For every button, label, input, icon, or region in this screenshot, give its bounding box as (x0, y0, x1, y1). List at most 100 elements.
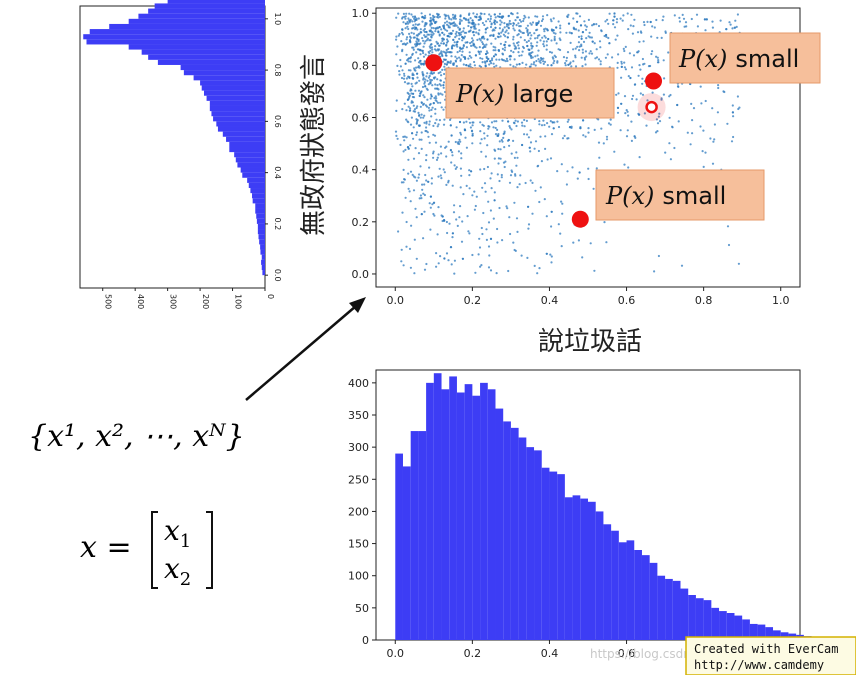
scatter-point (606, 53, 609, 56)
scatter-point (406, 36, 409, 39)
scatter-point (436, 84, 439, 87)
scatter-point (725, 28, 728, 31)
scatter-x-tick-label: 0.6 (618, 294, 636, 307)
scatter-point (493, 65, 496, 68)
scatter-point (461, 220, 464, 223)
scatter-point (455, 24, 458, 27)
scatter-point (429, 46, 432, 50)
scatter-point (529, 55, 532, 58)
scatter-point (424, 35, 427, 39)
scatter-point (489, 60, 492, 63)
scatter-point (440, 152, 443, 155)
scatter-point (428, 13, 432, 16)
scatter-point (593, 42, 596, 45)
scatter-point (732, 135, 735, 139)
bottom-hist-bar (734, 615, 743, 640)
scatter-point (550, 225, 553, 228)
scatter-point (481, 61, 484, 64)
scatter-point (404, 196, 407, 199)
scatter-point (446, 61, 449, 64)
scatter-point (423, 121, 426, 124)
scatter-point (526, 24, 530, 27)
scatter-point (522, 19, 525, 23)
scatter-point (422, 62, 425, 65)
scatter-point (680, 264, 684, 267)
scatter-point (407, 172, 410, 175)
scatter-point (428, 109, 431, 112)
scatter-point (619, 129, 622, 132)
left-x-tick-label: 200 (201, 294, 210, 309)
scatter-point (487, 127, 490, 130)
scatter-point (426, 37, 429, 40)
scatter-point (479, 130, 482, 133)
scatter-point (542, 57, 545, 60)
scatter-point (578, 15, 582, 18)
scatter-point (606, 18, 609, 21)
scatter-point (417, 124, 420, 127)
scatter-point (493, 21, 496, 24)
scatter-point (511, 139, 515, 142)
scatter-point (509, 22, 512, 25)
scatter-point (657, 61, 660, 64)
scatter-point (572, 241, 575, 244)
scatter-point (630, 66, 634, 69)
scatter-point (436, 233, 439, 236)
callout-large: P(x) large (445, 67, 615, 119)
scatter-point (471, 132, 474, 135)
scatter-point (446, 231, 449, 235)
scatter-point (426, 33, 429, 36)
scatter-point (667, 51, 670, 54)
scatter-point (407, 60, 410, 63)
scatter-point (608, 42, 611, 45)
scatter-point (527, 34, 530, 37)
scatter-point (568, 62, 572, 65)
scatter-point (524, 181, 527, 185)
scatter-point (583, 58, 587, 61)
scatter-point (445, 252, 449, 255)
scatter-point (704, 99, 707, 103)
scatter-point (428, 103, 431, 106)
scatter-point (417, 152, 421, 155)
scatter-point (507, 26, 510, 29)
scatter-point (535, 23, 538, 26)
scatter-point (497, 49, 500, 52)
scatter-point (513, 122, 516, 125)
left-hist-bar (261, 254, 265, 260)
scatter-point (409, 56, 413, 59)
scatter-point (447, 259, 450, 262)
scatter-point (432, 201, 435, 204)
scatter-point (457, 26, 460, 29)
scatter-point (617, 53, 620, 56)
scatter-point (400, 31, 404, 34)
scatter-point (524, 16, 527, 19)
scatter-point (604, 56, 608, 59)
scatter-point (598, 40, 602, 43)
scatter-point (465, 184, 468, 187)
scatter-point (440, 106, 443, 109)
bottom-hist-bar (726, 613, 735, 640)
scatter-point (433, 96, 436, 100)
scatter-point (581, 65, 584, 68)
scatter-point (542, 43, 545, 46)
scatter-point (415, 51, 418, 54)
scatter-point (499, 148, 502, 151)
scatter-point (407, 17, 410, 20)
scatter-point (566, 51, 570, 54)
bottom-hist-bar (526, 447, 535, 640)
scatter-point (699, 125, 702, 128)
scatter-point (443, 21, 447, 24)
scatter-point (432, 150, 435, 153)
scatter-point (447, 140, 450, 143)
scatter-point (494, 46, 497, 49)
formula-vector-lhs: x = (80, 530, 132, 565)
scatter-x-ticks: 0.0 0.2 0.4 0.6 0.8 1.0 (387, 287, 789, 307)
scatter-point (556, 60, 559, 63)
scatter-point (537, 21, 540, 25)
scatter-point (463, 56, 467, 59)
scatter-point (417, 38, 420, 41)
scatter-x-tick-label: 0.4 (541, 294, 559, 307)
scatter-point (699, 85, 702, 88)
scatter-point (408, 247, 412, 250)
scatter-point (478, 51, 481, 54)
scatter-point (463, 17, 466, 20)
